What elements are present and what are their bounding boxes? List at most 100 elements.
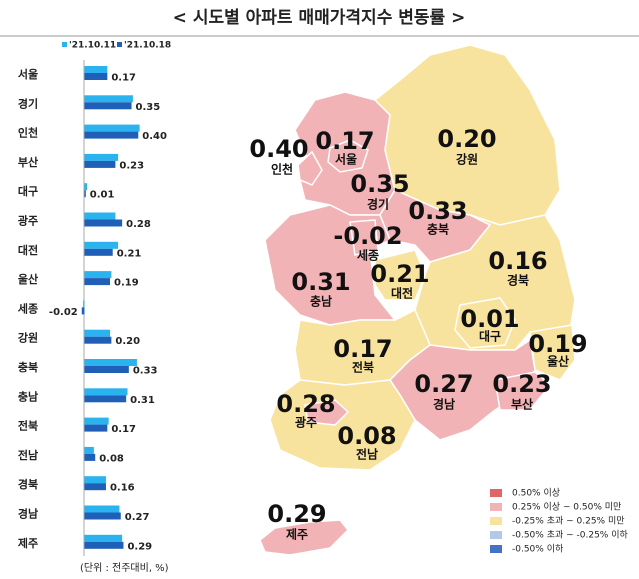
bar bbox=[84, 278, 111, 286]
region-value: -0.02 bbox=[333, 222, 402, 250]
bar bbox=[84, 248, 113, 256]
category-label: 대구 bbox=[18, 184, 38, 198]
value-label: 0.31 bbox=[130, 395, 155, 406]
value-label: 0.21 bbox=[117, 248, 142, 259]
bar bbox=[84, 271, 112, 279]
bar bbox=[84, 131, 139, 139]
legend-swatch bbox=[490, 545, 502, 553]
bar bbox=[84, 124, 140, 132]
title-bar bbox=[0, 0, 639, 36]
category-label: 울산 bbox=[18, 272, 38, 286]
category-label: 서울 bbox=[18, 67, 38, 81]
bar bbox=[84, 512, 121, 520]
region-name: 충남 bbox=[310, 294, 332, 309]
region-value: 0.19 bbox=[528, 330, 587, 358]
map-region bbox=[259, 519, 350, 556]
bar bbox=[84, 66, 108, 73]
legend-swatch bbox=[490, 489, 502, 497]
bar bbox=[84, 219, 123, 227]
category-label: 대전 bbox=[18, 243, 38, 257]
value-label: 0.33 bbox=[133, 366, 158, 377]
map-region bbox=[304, 399, 350, 426]
bar bbox=[84, 388, 128, 396]
bar bbox=[84, 241, 119, 249]
region-value: 0.28 bbox=[276, 390, 335, 418]
page-title: < 시도별 아파트 매매가격지수 변동률 > bbox=[173, 8, 466, 28]
legend-label: 0.25% 이상 ~ 0.50% 미만 bbox=[512, 502, 621, 513]
legend-label: '21.10.11 bbox=[69, 41, 116, 51]
category-label: 제주 bbox=[18, 536, 38, 550]
region-name: 세종 bbox=[357, 248, 379, 263]
legend-label: 0.50% 이상 bbox=[512, 488, 560, 499]
value-label: 0.23 bbox=[119, 160, 144, 171]
region-value: 0.01 bbox=[460, 305, 519, 333]
bar bbox=[81, 307, 85, 315]
region-value: 0.29 bbox=[267, 500, 326, 528]
region-name: 울산 bbox=[547, 354, 569, 369]
value-label: -0.02 bbox=[49, 307, 78, 318]
region-value: 0.27 bbox=[414, 370, 473, 398]
region-value: 0.16 bbox=[488, 247, 547, 275]
map-region bbox=[269, 379, 416, 471]
region-name: 경북 bbox=[507, 274, 529, 288]
category-label: 전북 bbox=[18, 419, 38, 433]
map-region bbox=[374, 249, 426, 301]
region-value: 0.17 bbox=[333, 335, 392, 363]
category-label: 세종 bbox=[18, 301, 38, 315]
map-region bbox=[327, 139, 369, 173]
region-name: 전북 bbox=[352, 360, 374, 375]
region-name: 광주 bbox=[295, 415, 317, 430]
region-value: 0.20 bbox=[437, 125, 496, 153]
region-name: 대구 bbox=[479, 330, 501, 344]
bar bbox=[84, 366, 129, 373]
bar bbox=[84, 153, 119, 161]
region-name: 충북 bbox=[427, 222, 449, 237]
bar bbox=[84, 329, 111, 337]
legend-swatch bbox=[490, 517, 502, 525]
bar bbox=[84, 73, 108, 80]
bar bbox=[84, 453, 96, 461]
value-label: 0.35 bbox=[136, 102, 161, 113]
legend-swatch bbox=[117, 42, 122, 47]
region-value: 0.17 bbox=[315, 127, 374, 155]
value-label: 0.16 bbox=[110, 483, 135, 494]
region-name: 대전 bbox=[391, 286, 413, 301]
bar bbox=[84, 336, 112, 344]
bar bbox=[84, 446, 94, 454]
value-label: 0.17 bbox=[111, 73, 136, 84]
category-label: 충남 bbox=[18, 389, 38, 403]
bar bbox=[84, 183, 88, 191]
region-name: 부산 bbox=[511, 397, 533, 412]
legend-label: -0.50% 초과 ~ -0.25% 이하 bbox=[512, 530, 629, 541]
category-label: 광주 bbox=[18, 215, 38, 228]
region-name: 경기 bbox=[367, 197, 389, 212]
legend-label: -0.25% 초과 ~ 0.25% 미만 bbox=[512, 516, 625, 527]
region-value: 0.40 bbox=[249, 135, 308, 163]
value-label: 0.20 bbox=[115, 336, 140, 347]
map-region bbox=[297, 150, 323, 186]
region-name: 전남 bbox=[356, 447, 378, 462]
legend-label: -0.50% 이하 bbox=[512, 544, 564, 555]
value-label: 0.27 bbox=[125, 512, 150, 523]
bar bbox=[84, 395, 127, 403]
bar bbox=[84, 424, 108, 432]
map-region bbox=[494, 371, 552, 411]
value-label: 0.19 bbox=[114, 278, 139, 289]
category-label: 경기 bbox=[18, 96, 38, 110]
value-label: 0.28 bbox=[126, 219, 151, 230]
value-label: 0.40 bbox=[142, 131, 167, 142]
bar bbox=[84, 95, 133, 103]
region-value: 0.35 bbox=[350, 170, 409, 198]
bar bbox=[84, 505, 120, 513]
category-label: 부산 bbox=[18, 155, 38, 169]
region-name: 강원 bbox=[456, 153, 478, 167]
value-label: 0.17 bbox=[111, 424, 136, 435]
region-value: 0.21 bbox=[370, 260, 429, 288]
value-label: 0.29 bbox=[127, 541, 152, 552]
value-label: 0.01 bbox=[90, 190, 115, 201]
region-value: 0.08 bbox=[337, 422, 396, 450]
map-region bbox=[373, 44, 561, 226]
bar bbox=[83, 300, 85, 308]
category-label: 전남 bbox=[18, 448, 38, 462]
